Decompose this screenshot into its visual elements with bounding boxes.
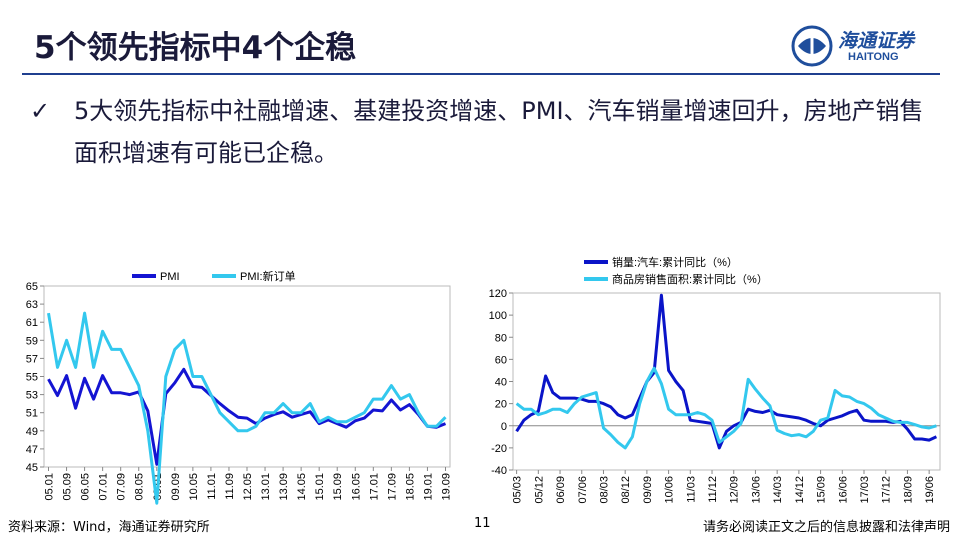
- y-tick-label: 120: [489, 288, 507, 300]
- x-tick-label: 08.05: [134, 473, 146, 501]
- y-tick-label: 55: [26, 372, 38, 384]
- header-rule: [22, 73, 940, 75]
- y-tick-label: 63: [26, 299, 38, 311]
- x-tick-label: 05.01: [44, 473, 56, 501]
- source-note: 资料来源：Wind，海通证券研究所: [8, 520, 210, 535]
- x-tick-label: 12.05: [242, 473, 254, 501]
- x-tick-label: 07/06: [577, 476, 589, 504]
- x-tick-label: 14.05: [296, 473, 308, 501]
- x-tick-label: 19.01: [422, 473, 434, 501]
- x-tick-label: 17/12: [881, 476, 893, 504]
- x-tick-label: 17.01: [368, 473, 380, 501]
- x-tick-label: 13.01: [260, 473, 272, 501]
- check-icon: ✓: [30, 97, 51, 125]
- y-tick-label: 60: [495, 354, 507, 366]
- y-tick-label: 47: [26, 444, 38, 456]
- y-tick-label: 53: [26, 390, 38, 402]
- x-tick-label: 18/09: [902, 476, 914, 504]
- y-tick-label: -20: [491, 443, 507, 455]
- x-tick-label: 09.09: [170, 473, 182, 501]
- y-tick-label: 57: [26, 353, 38, 365]
- x-tick-label: 17.09: [386, 473, 398, 501]
- y-tick-label: -40: [491, 465, 507, 477]
- x-tick-label: 06.05: [80, 473, 92, 501]
- x-tick-label: 11.09: [224, 473, 236, 500]
- logo-text: 海通证券: [838, 30, 915, 52]
- x-tick-label: 11/03: [685, 476, 697, 503]
- x-tick-label: 15/09: [816, 476, 828, 504]
- series-line: [47, 367, 447, 466]
- x-tick-label: 14/03: [772, 476, 784, 504]
- x-tick-label: 11.01: [206, 473, 218, 500]
- x-tick-label: 13.09: [278, 473, 290, 501]
- y-tick-label: 61: [26, 317, 38, 329]
- x-tick-label: 18.05: [404, 473, 416, 501]
- x-tick-label: 09/09: [642, 476, 654, 504]
- x-tick-label: 16.05: [350, 473, 362, 501]
- y-tick-label: 59: [26, 335, 38, 347]
- x-tick-label: 15.09: [332, 473, 344, 501]
- x-tick-label: 07.09: [116, 473, 128, 501]
- x-tick-label: 12/09: [729, 476, 741, 504]
- y-tick-label: 20: [495, 399, 507, 411]
- x-tick-label: 13/06: [750, 476, 762, 504]
- x-tick-label: 07.01: [98, 473, 110, 501]
- x-tick-label: 11/12: [707, 476, 719, 503]
- x-tick-label: 17/03: [859, 476, 871, 504]
- x-tick-label: 05/12: [533, 476, 545, 504]
- logo: 海通证券 HAITONG: [790, 24, 940, 68]
- series-line: [515, 366, 937, 450]
- y-tick-label: 40: [495, 377, 507, 389]
- page-number: 11: [474, 516, 491, 531]
- x-tick-label: 16/06: [837, 476, 849, 504]
- logo-icon: [791, 25, 833, 67]
- bullet-text: 5大领先指标中社融增速、基建投资增速、PMI、汽车销量增速回升，房地产销售面积增…: [74, 97, 924, 167]
- x-tick-label: 05.09: [62, 473, 74, 501]
- plot-frame: [512, 292, 941, 471]
- y-tick-label: 65: [26, 281, 38, 293]
- series-line: [47, 311, 447, 505]
- logo-subtext: HAITONG: [848, 51, 899, 63]
- y-tick-label: 100: [489, 310, 507, 322]
- legend-label: PMI: [160, 271, 180, 283]
- y-tick-label: 45: [26, 462, 38, 474]
- x-tick-label: 08/12: [620, 476, 632, 504]
- legend-label: 销量:汽车:累计同比（%）: [612, 255, 738, 269]
- x-tick-label: 06/09: [555, 476, 567, 504]
- slide-title: 5个领先指标中4个企稳: [34, 30, 357, 66]
- disclaimer: 请务必阅读正文之后的信息披露和法律声明: [702, 520, 950, 535]
- legend-label: 商品房销售面积:累计同比（%）: [612, 272, 768, 286]
- x-tick-label: 10.05: [188, 473, 200, 501]
- x-tick-label: 19.09: [440, 473, 452, 501]
- legend-label: PMI:新订单: [240, 269, 296, 283]
- y-tick-label: 49: [26, 426, 38, 438]
- y-tick-label: 80: [495, 332, 507, 344]
- x-tick-label: 19/06: [924, 476, 936, 504]
- x-tick-label: 08/03: [598, 476, 610, 504]
- y-tick-label: 0: [501, 421, 507, 433]
- x-tick-label: 15.01: [314, 473, 326, 501]
- x-tick-label: 10/06: [664, 476, 676, 504]
- x-tick-label: 05/03: [512, 476, 524, 504]
- x-tick-label: 14/12: [794, 476, 806, 504]
- series-line: [515, 293, 938, 450]
- y-tick-label: 51: [26, 408, 38, 420]
